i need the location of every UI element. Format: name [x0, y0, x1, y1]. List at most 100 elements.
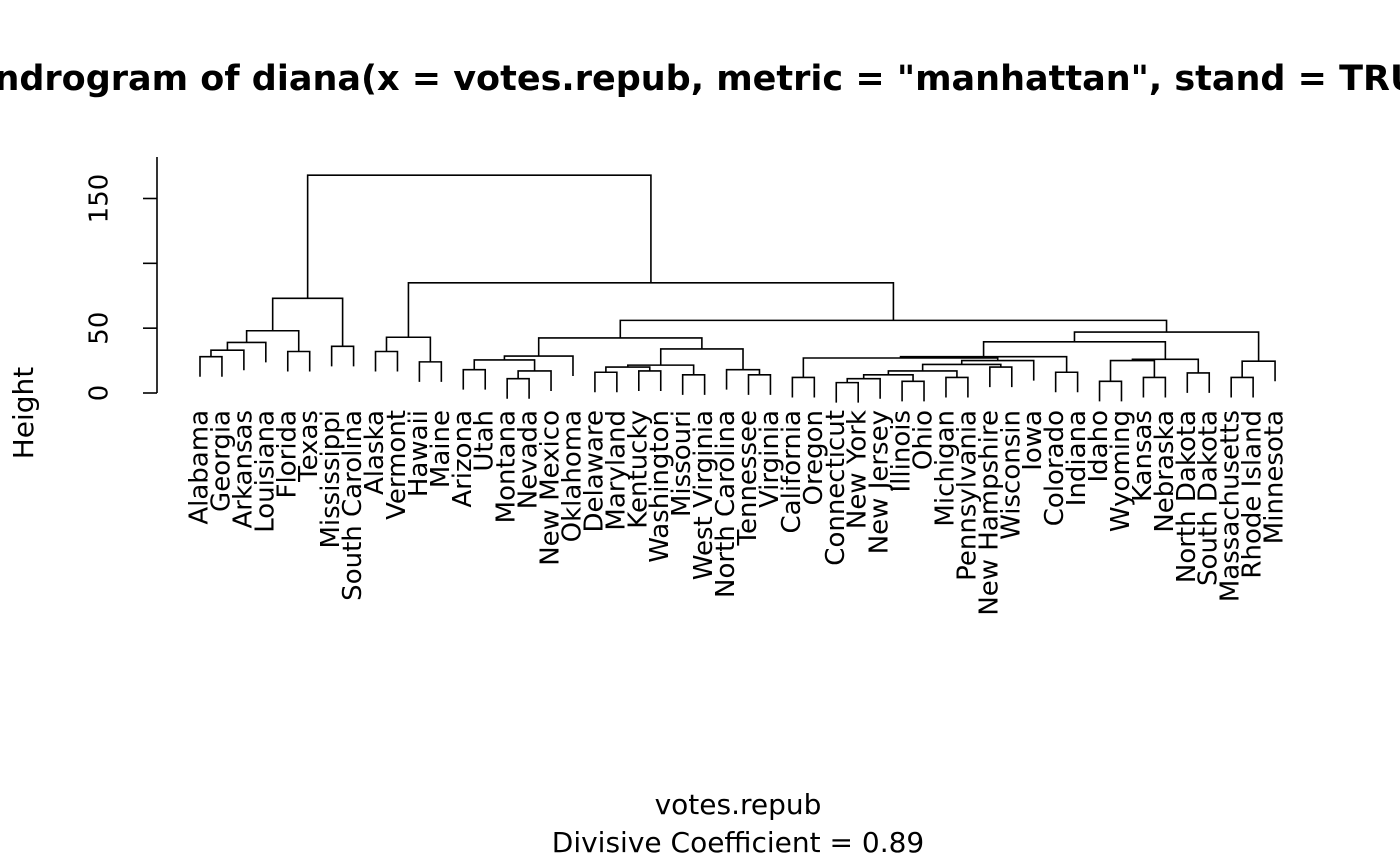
leaf-label: Connecticut [821, 410, 851, 566]
merge [960, 359, 1035, 381]
subtitle: Divisive Coefficient = 0.89 [552, 826, 924, 859]
leaf-label: Arizona [448, 410, 478, 508]
merge [506, 377, 530, 399]
merge [1241, 360, 1276, 382]
merge [199, 355, 223, 377]
leaf-label: Virginia [755, 410, 785, 508]
leaf-label: Maryland [601, 410, 631, 531]
leaf-label: Pennsylvania [952, 410, 982, 581]
merge [1131, 358, 1200, 373]
leaf-label: Ohio [909, 410, 939, 470]
leaf-label: Alaska [360, 410, 390, 495]
leaf-label: Maine [426, 410, 456, 488]
leaf-label: Louisiana [250, 410, 280, 533]
merge [725, 368, 761, 390]
merge [901, 380, 925, 402]
leaf-label: Oregon [799, 410, 829, 505]
leaf-label: Kentucky [623, 410, 653, 529]
merge [945, 376, 969, 398]
leaf-label: New York [843, 410, 873, 529]
merge [791, 376, 816, 398]
leaf-label: North Dakota [1172, 410, 1202, 583]
y-tick-label: 50 [85, 312, 115, 345]
merge [210, 349, 245, 371]
merge [638, 370, 662, 391]
leaf-label: Vermont [382, 410, 412, 520]
merge [1054, 371, 1079, 393]
leaf-label: Michigan [930, 410, 960, 527]
leaf-label: South Carolina [338, 410, 368, 601]
leaf-label: Colorado [1040, 410, 1070, 526]
merge [1142, 376, 1167, 398]
leaf-label: Wisconsin [996, 410, 1026, 540]
merge [271, 297, 344, 347]
merge [989, 366, 1013, 388]
leaf-label: Illinois [887, 410, 917, 493]
leaf-label: Mississippi [316, 410, 346, 549]
leaf-label: Arkansas [228, 410, 258, 529]
leaf-label: Utah [470, 410, 500, 472]
y-axis-label: Height [7, 367, 40, 460]
merge [374, 350, 399, 372]
leaf-label: Wyoming [1106, 410, 1136, 532]
y-tick-label: 150 [85, 174, 115, 224]
merge [462, 368, 487, 390]
leaf-label: Washington [645, 410, 675, 563]
merge [659, 348, 744, 370]
leaf-label: New Mexico [536, 410, 566, 566]
merge [681, 374, 706, 395]
merge [385, 336, 432, 362]
merge [517, 370, 552, 391]
leaf-label: Iowa [1018, 410, 1048, 471]
merge [503, 355, 574, 377]
merge [226, 341, 267, 363]
leaf-label: New Jersey [865, 410, 895, 554]
y-tick-label: 0 [85, 385, 115, 402]
leaf-label: Kansas [1128, 410, 1158, 502]
merge [619, 319, 1168, 338]
leaf-label: Texas [294, 410, 324, 483]
merge [1073, 331, 1260, 362]
merge [1186, 372, 1211, 393]
merge [1098, 380, 1123, 402]
merge [245, 329, 300, 352]
leaf-label: Tennessee [733, 410, 763, 547]
leaf-label: South Dakota [1194, 410, 1224, 586]
leaf-label: Florida [272, 410, 302, 498]
merge [537, 337, 703, 357]
merge [594, 371, 618, 393]
merge [846, 377, 881, 399]
merge [418, 361, 443, 382]
leaf-label: Georgia [206, 410, 236, 512]
leaf-label: Hawaii [404, 410, 434, 497]
leaf-label: North Carolina [711, 410, 741, 598]
leaf-label: New Hampshire [974, 410, 1004, 616]
merge [286, 350, 311, 372]
chart-title: Dendrogram of diana(x = votes.repub, met… [0, 59, 1400, 99]
leaf-label: Oklahoma [557, 410, 587, 542]
leaf-label: California [777, 410, 807, 533]
leaf-label: Idaho [1084, 410, 1114, 483]
leaf-label: Montana [492, 410, 522, 523]
leaf-label: Indiana [1062, 410, 1092, 506]
leaf-label: Rhode Island [1238, 410, 1268, 579]
merge [605, 366, 651, 373]
merge [835, 381, 859, 403]
leaf-label: Missouri [667, 410, 697, 517]
merge [306, 174, 652, 299]
leaf-label: Nevada [514, 410, 544, 509]
leaf-label: Delaware [579, 410, 609, 532]
merge [747, 374, 772, 395]
merge [921, 363, 1002, 371]
merge [330, 345, 355, 367]
merge [627, 364, 695, 375]
merge [1230, 376, 1254, 398]
leaf-label: Alabama [185, 410, 215, 525]
leaf-label: Nebraska [1150, 410, 1180, 533]
leaf-label: Massachusetts [1216, 410, 1246, 602]
leaf-label: West Virginia [689, 410, 719, 580]
x-axis-label: votes.repub [655, 788, 822, 821]
leaf-label: Minnesota [1260, 410, 1290, 544]
